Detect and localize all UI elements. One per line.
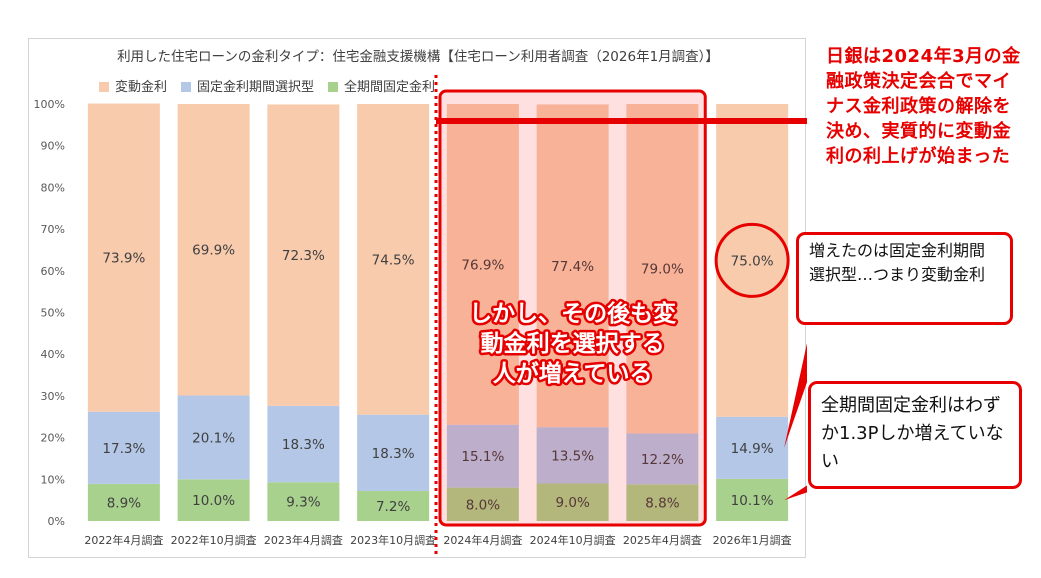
bar-segment [536, 483, 609, 521]
legend-swatch [99, 82, 109, 92]
x-tick-label: 2025年4月調査 [623, 533, 702, 547]
x-tick-label: 2022年4月調査 [84, 533, 163, 547]
bar-segment [716, 104, 789, 417]
data-label: 76.9% [461, 257, 504, 273]
data-label: 72.3% [282, 248, 325, 264]
data-label: 69.9% [192, 243, 235, 259]
bar-segment [177, 395, 250, 480]
data-label: 77.4% [551, 259, 594, 275]
bar-segment [626, 433, 699, 485]
y-tick-label: 70% [41, 223, 65, 236]
legend-label: 変動金利 [115, 79, 167, 95]
data-label: 12.2% [641, 452, 684, 468]
chart-title: 利用した住宅ローンの金利タイプ：住宅金融支援機構【住宅ローン利用者調査（2026… [117, 49, 719, 65]
boj-policy-annotation: 日銀は2024年3月の金融政策決定会合でマイナス金利政策の解除を決め、実質的に変… [826, 46, 1021, 167]
data-label: 9.3% [286, 495, 320, 511]
y-tick-label: 30% [41, 390, 65, 403]
highlight-circle [714, 222, 790, 298]
data-label: 9.0% [555, 495, 589, 511]
y-tick-label: 40% [41, 348, 65, 361]
data-label: 75.0% [731, 253, 774, 269]
bar-segment [357, 104, 430, 415]
x-tick-label: 2024年10月調査 [530, 533, 616, 547]
bar-segment [177, 479, 250, 521]
data-label: 10.0% [192, 493, 235, 509]
bar-segment [357, 414, 430, 491]
data-label: 8.0% [466, 497, 500, 513]
data-label: 73.9% [102, 251, 145, 267]
highlight-caption-line: 動金利を選択する [481, 330, 665, 357]
legend-label: 全期間固定金利 [344, 79, 435, 95]
bar-segment [267, 482, 340, 521]
legend-label: 固定金利期間選択型 [197, 79, 314, 95]
bar-segment [446, 487, 519, 521]
x-tick-label: 2024年4月調査 [443, 533, 522, 547]
bar-segment [357, 490, 430, 521]
y-tick-label: 20% [41, 432, 65, 445]
y-tick-label: 0% [48, 515, 65, 528]
bar-segment [267, 405, 340, 483]
full-fixed-annotation: 全期間固定金利はわずか1.3Pしか増えていない [808, 381, 1022, 489]
highlight-caption-line: 人が増えている [493, 360, 653, 387]
x-tick-label: 2026年1月調査 [713, 533, 792, 547]
y-tick-label: 100% [34, 98, 65, 111]
data-label: 13.5% [551, 448, 594, 464]
chart-frame: 利用した住宅ローンの金利タイプ：住宅金融支援機構【住宅ローン利用者調査（2026… [28, 38, 807, 558]
y-tick-label: 50% [41, 307, 65, 320]
fixed-period-annotation: 増えたのは固定金利期間選択型…つまり変動金利 [796, 232, 1013, 325]
legend-swatch [328, 82, 338, 92]
data-label: 14.9% [731, 441, 774, 457]
data-label: 8.8% [645, 496, 679, 512]
data-label: 17.3% [102, 441, 145, 457]
data-label: 8.9% [107, 495, 141, 511]
x-tick-label: 2023年4月調査 [264, 533, 343, 547]
bar-segment [536, 427, 609, 484]
bar-segment [536, 104, 609, 428]
callout-pointer-full-fixed [784, 485, 807, 501]
y-tick-label: 80% [41, 181, 65, 194]
y-tick-label: 10% [41, 473, 65, 486]
callout-pointer-fixed-period [784, 343, 807, 448]
data-label: 20.1% [192, 430, 235, 446]
bar-segment [626, 484, 699, 521]
highlight-caption-line: しかし、その後も変 [469, 300, 676, 327]
legend-swatch [181, 82, 191, 92]
bar-segment [716, 416, 789, 479]
y-tick-label: 90% [41, 140, 65, 153]
bar-segment [87, 103, 160, 412]
bar-segment [177, 104, 250, 396]
data-label: 18.3% [372, 446, 415, 462]
bar-segment [626, 104, 699, 434]
bar-segment [446, 104, 519, 425]
highlight-box [438, 89, 707, 527]
bar-segment [716, 478, 789, 521]
x-tick-label: 2023年10月調査 [350, 533, 436, 547]
data-label: 79.0% [641, 262, 684, 278]
x-tick-label: 2022年10月調査 [171, 533, 257, 547]
data-label: 10.1% [731, 493, 774, 509]
bar-segment [87, 411, 160, 484]
bar-segment [87, 483, 160, 521]
y-tick-label: 60% [41, 265, 65, 278]
bar-segment [446, 424, 519, 488]
bar-segment [267, 104, 340, 406]
data-label: 74.5% [372, 252, 415, 268]
stacked-bar-chart: 利用した住宅ローンの金利タイプ：住宅金融支援機構【住宅ローン利用者調査（2026… [34, 49, 807, 554]
data-label: 7.2% [376, 499, 410, 515]
data-label: 18.3% [282, 437, 325, 453]
data-label: 15.1% [461, 449, 504, 465]
